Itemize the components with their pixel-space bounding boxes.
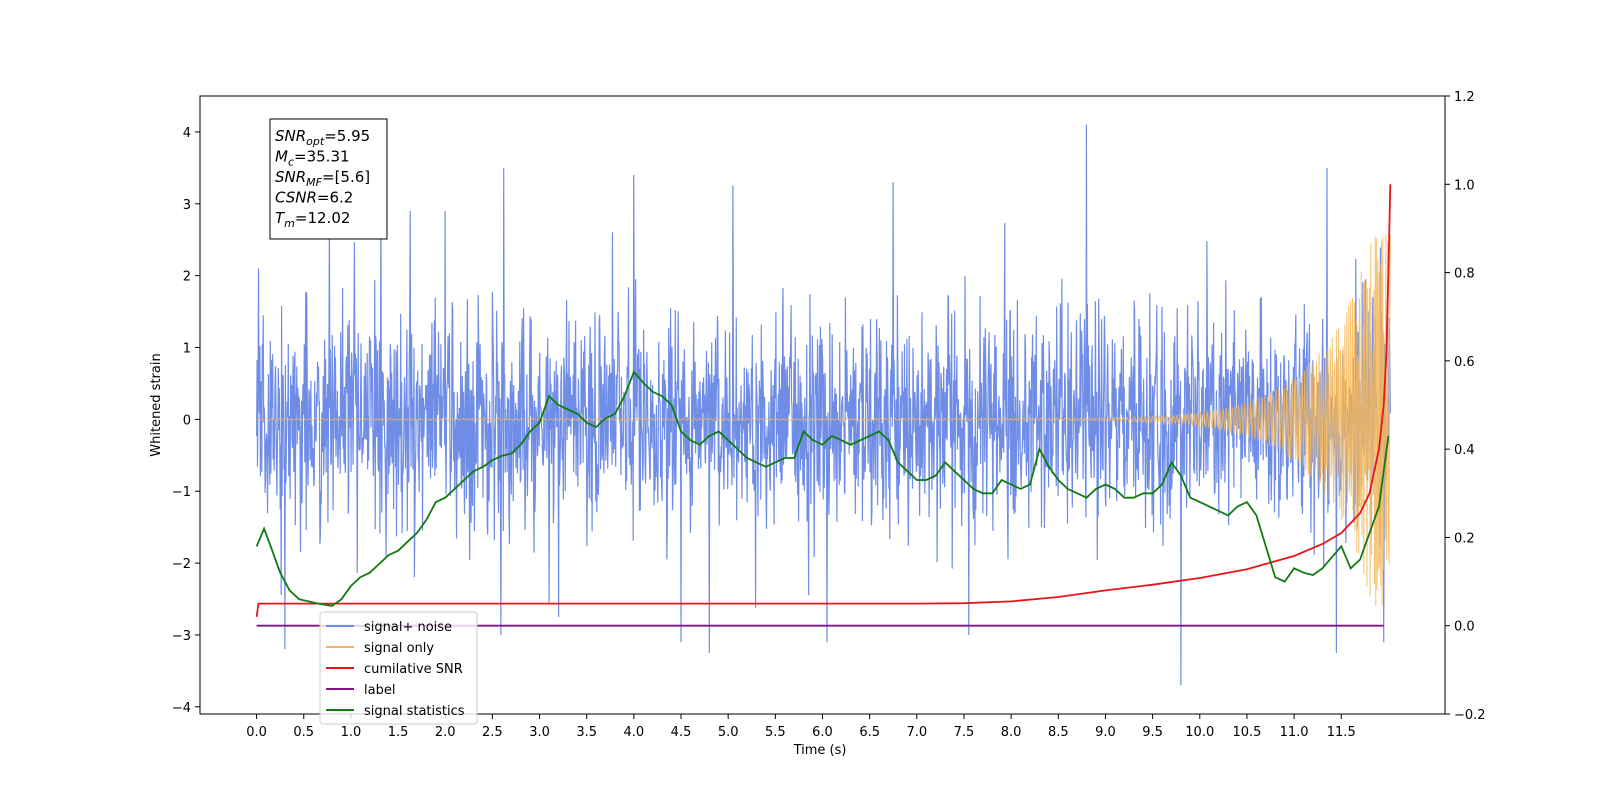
x-tick-label: 6.5 [859,725,880,740]
x-axis-label: Time (s) [793,743,847,758]
series-cumilative-snr [255,184,1392,618]
x-tick-label: 0.0 [246,725,267,740]
x-tick-label: 8.0 [1001,725,1022,740]
annotation-symbol: T [275,209,286,227]
x-tick-label: 2.5 [482,725,503,740]
y2-tick-label: 0.6 [1454,355,1475,370]
legend-label: label [364,683,395,698]
annotation-subscript: MF [306,176,322,189]
annotation-value: =5.95 [324,127,370,145]
x-tick-label: 1.5 [388,725,409,740]
y2-tick-label: 0.0 [1454,620,1475,635]
series-signal-statistics [255,370,1390,607]
x-tick-label: 6.0 [812,725,833,740]
y-tick-label: −4 [172,701,191,716]
annotation-symbol: CSNR [275,189,317,207]
y-axis-right: −0.2 0.0 0.2 0.4 0.6 0.8 1.0 1.2 [1445,90,1486,723]
legend-label: signal statistics [364,704,465,719]
y-tick-label: 0 [183,413,191,428]
legend: signal+ noise signal only cumilative SNR la… [319,611,478,725]
annotation-line: CSNR=6.2 [275,189,353,207]
y-tick-label: −1 [172,485,191,500]
x-tick-label: 9.0 [1095,725,1116,740]
y-tick-label: −3 [172,629,191,644]
y-tick-label: 2 [183,270,191,285]
annotation-subscript: m [284,217,295,230]
y-tick-label: 1 [183,342,191,357]
annotation-box: SNRopt=5.95Mc=35.31SNRMF=[5.6]CSNR=6.2Tm… [269,118,388,240]
series-signal-noise [256,124,1391,686]
y-tick-label: −2 [172,557,191,572]
x-tick-label: 10.0 [1185,725,1214,740]
y2-tick-label: 1.0 [1454,178,1475,193]
annotation-symbol: SNR [275,168,306,186]
x-tick-label: 3.0 [529,725,550,740]
annotation-frame [269,118,388,240]
x-tick-label: 5.5 [765,725,786,740]
annotation-subscript: c [288,156,294,169]
annotation-line: Tm=12.02 [275,209,350,230]
series-signal-only [256,234,1391,607]
annotation-value: =12.02 [295,209,351,227]
x-tick-label: 1.0 [341,725,362,740]
y-axis-left: −4 −3 −2 −1 0 1 2 3 4 [172,126,200,716]
annotation-value: =[5.6] [322,168,370,186]
x-tick-label: 7.5 [954,725,975,740]
x-tick-label: 10.5 [1232,725,1261,740]
annotation-value: =6.2 [317,189,353,207]
annotation-symbol: SNR [275,127,306,145]
x-tick-label: 5.0 [718,725,739,740]
y2-tick-label: −0.2 [1454,708,1486,723]
y-tick-label: 4 [183,126,191,141]
annotation-line: SNRopt=5.95 [275,127,370,148]
x-tick-label: 0.5 [293,725,314,740]
y2-tick-label: 0.2 [1454,531,1475,546]
legend-label: signal+ noise [364,620,452,635]
annotation-value: =35.31 [294,148,350,166]
x-tick-label: 8.5 [1048,725,1069,740]
y-axis-label: Whitened strain [149,353,164,456]
x-tick-label: 11.0 [1280,725,1309,740]
y2-tick-label: 0.8 [1454,267,1475,282]
x-tick-label: 7.0 [906,725,927,740]
x-tick-label: 4.0 [624,725,645,740]
annotation-symbol: M [275,148,288,166]
x-tick-label: 4.5 [671,725,692,740]
legend-label: signal only [364,641,434,656]
y2-tick-label: 0.4 [1454,443,1475,458]
x-tick-label: 11.5 [1327,725,1356,740]
x-tick-label: 2.0 [435,725,456,740]
legend-label: cumilative SNR [364,662,463,677]
x-tick-label: 9.5 [1142,725,1163,740]
annotation-subscript: opt [306,135,325,148]
x-tick-label: 3.5 [576,725,597,740]
y2-tick-label: 1.2 [1454,90,1475,105]
annotation-line: Mc=35.31 [275,148,350,169]
legend-frame [319,611,478,725]
y-tick-label: 3 [183,198,191,213]
annotation-line: SNRMF=[5.6] [275,168,370,189]
x-axis: 0.0 0.5 1.0 1.5 2.0 2.5 3.0 3.5 4.0 4.5 5.0 5.5 6.0 6… [246,714,1356,740]
